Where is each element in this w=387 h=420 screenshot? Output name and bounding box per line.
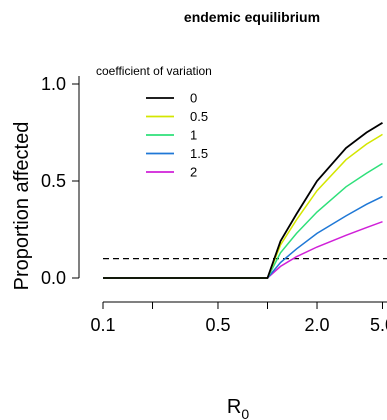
y-tick-label: 0.0 — [41, 268, 66, 288]
legend-label: 1 — [190, 128, 197, 143]
x-tick-label: 0.5 — [205, 315, 230, 335]
legend-label: 0 — [190, 91, 197, 106]
x-tick-label: 5.0 — [370, 315, 387, 335]
series-line — [103, 162, 383, 279]
y-tick-label: 0.5 — [41, 171, 66, 191]
x-tick-label: 2.0 — [305, 315, 330, 335]
x-axis-label: R0 — [227, 396, 249, 420]
legend-label: 2 — [190, 165, 197, 180]
series-line — [103, 133, 383, 279]
x-tick-label: 0.1 — [90, 315, 115, 335]
chart-title: endemic equilibrium — [184, 9, 320, 25]
y-tick-label: 1.0 — [41, 74, 66, 94]
x-ticks: 0.1 0.5 2.0 5.0 — [90, 302, 387, 335]
x-axis-label-subscript: 0 — [241, 406, 249, 420]
y-ticks: 0.0 0.5 1.0 — [41, 74, 79, 288]
legend-title: coefficient of variation — [96, 64, 212, 78]
series-line — [103, 220, 383, 279]
legend-label: 1.5 — [190, 146, 208, 161]
legend-label: 0.5 — [190, 109, 208, 124]
x-axis-label-main: R — [227, 396, 241, 418]
series-lines — [103, 122, 383, 279]
series-line — [103, 122, 383, 279]
y-axis-label: Proportion affected — [11, 122, 33, 291]
legend: coefficient of variation 0 0.5 1 1.5 2 — [96, 64, 212, 180]
